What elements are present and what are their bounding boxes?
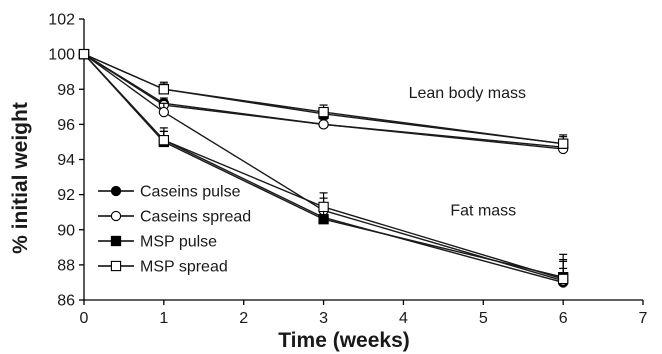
series-7 <box>78 48 569 285</box>
series-line <box>83 53 564 145</box>
data-point <box>318 106 329 118</box>
data-point <box>158 84 170 95</box>
x-tick-label: 6 <box>559 310 568 327</box>
x-tick-label: 5 <box>479 310 488 327</box>
series-line <box>83 53 564 148</box>
data-point <box>318 214 329 225</box>
y-tick-label: 92 <box>57 187 75 204</box>
y-tick-label: 102 <box>48 12 75 29</box>
annotations: Lean body mass Fat mass <box>409 85 526 220</box>
legend-label: Caseins spread <box>140 209 251 226</box>
y-tick-label: 90 <box>57 222 75 239</box>
legend: Caseins pulse Caseins spread MSP pulse MSP … <box>98 184 251 276</box>
legend-item-2: MSP pulse <box>98 234 217 251</box>
y-tick-label: 94 <box>57 152 75 169</box>
annotation-0: Lean body mass <box>409 85 526 102</box>
x-tick-label: 2 <box>239 310 248 327</box>
y-tick-label: 88 <box>57 257 75 274</box>
x-tick-label: 1 <box>159 310 168 327</box>
data-point <box>557 138 569 149</box>
legend-marker <box>110 185 122 197</box>
series-line <box>83 53 564 280</box>
x-tick-label: 3 <box>319 310 328 327</box>
x-tick-label: 4 <box>399 310 408 327</box>
legend-marker <box>110 210 122 222</box>
y-tick-label: 98 <box>57 82 75 99</box>
data-point <box>557 273 569 285</box>
data-point <box>318 201 329 213</box>
data-point <box>78 48 90 60</box>
legend-marker <box>110 235 122 247</box>
data-point <box>318 119 329 130</box>
annotation-1: Fat mass <box>450 203 516 220</box>
legend-label: MSP pulse <box>140 234 217 251</box>
x-tick-label: 0 <box>80 310 89 327</box>
y-tick-label: 86 <box>57 293 75 310</box>
x-tick-label: 7 <box>639 310 648 327</box>
legend-item-3: MSP spread <box>98 259 228 276</box>
y-tick-label: 100 <box>48 47 75 64</box>
axes: 86 88 90 92 94 96 98 100 102 0 1 2 3 4 5 6 7 <box>48 12 647 328</box>
legend-marker <box>110 260 122 272</box>
legend-item-0: Caseins pulse <box>98 184 241 201</box>
y-axis-title: % initial weight <box>9 102 32 254</box>
series-line <box>83 53 564 150</box>
legend-item-1: Caseins spread <box>98 209 251 226</box>
legend-label: Caseins pulse <box>140 184 241 201</box>
legend-label: MSP spread <box>140 259 228 276</box>
data-point <box>158 106 170 118</box>
series-line <box>83 53 564 282</box>
x-axis-title: Time (weeks) <box>278 329 410 352</box>
series-group <box>78 48 569 288</box>
y-tick-label: 96 <box>57 117 75 134</box>
data-point <box>158 135 170 146</box>
